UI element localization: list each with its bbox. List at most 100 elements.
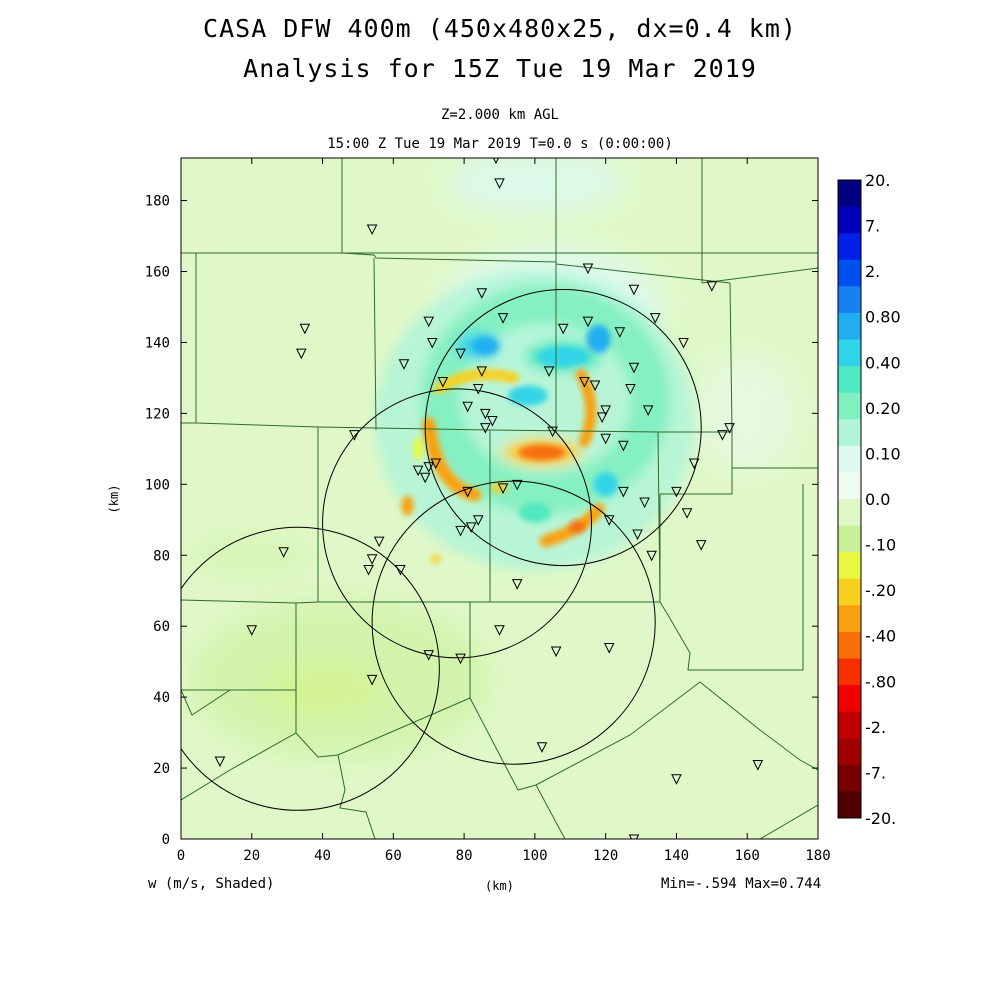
downdraft-south-core [568,519,587,534]
station-marker [596,412,608,424]
station-marker [600,405,611,416]
station-marker [649,313,661,324]
x-axis-label: (km) [485,879,514,893]
y-tick-label: 160 [145,265,170,281]
field-mid-scale [374,270,695,571]
station-marker [589,380,601,392]
colorbar-swatch [838,499,861,527]
station-marker [455,348,466,360]
x-tick-label: 160 [735,848,760,864]
colorbar-swatch [838,711,861,739]
station-marker [582,263,594,275]
x-tick-label: 80 [456,848,473,864]
station-marker [246,625,258,636]
downdraft-sw-spot [430,554,441,563]
station-marker [366,674,378,686]
station-marker [603,642,615,654]
colorbar-swatch [838,472,861,500]
county-boundaries [181,158,818,839]
station-marker [547,426,558,438]
colorbar-swatch [838,525,861,553]
colorbar-swatch [838,791,861,819]
station-marker [366,224,378,236]
y-tick-label: 20 [153,761,170,777]
downdraft-east-arc [575,368,597,448]
station-marker [639,497,650,509]
chart-title-line1: CASA DFW 400m (450x480x25, dx=0.4 km) [203,14,797,43]
colorbar-swatch [838,631,861,659]
station-marker [419,472,431,484]
level-subtitle: Z=2.000 km AGL [440,107,559,123]
y-tick-label: 0 [162,832,170,848]
colorbar-swatch [838,445,861,473]
radar-ring-3 [371,480,656,765]
colorbar-label: 0.10 [865,444,901,463]
radar-ring-4 [181,526,440,811]
updraft-nw-core [472,336,499,355]
colorbar-label: 2. [865,262,880,281]
station-marker [472,515,484,526]
station-marker [476,288,488,299]
station-marker [412,465,424,477]
weak-downdraft-west [413,436,424,461]
colorbar-label: -.40 [865,627,896,646]
station-marker [430,458,442,470]
w-field-shading [190,158,798,760]
x-tick-label: 60 [385,848,402,864]
station-marker [366,554,378,565]
station-marker [455,653,466,665]
colorbar-label: 0.20 [865,399,901,418]
colorbar-swatch [838,233,861,261]
station-marker [511,479,523,491]
station-marker [550,646,562,658]
station-marker [600,433,611,445]
station-marker [543,366,555,377]
radar-ring-1 [424,289,702,567]
colorbar-swatch [838,312,861,340]
downdraft-center-core [517,444,566,461]
colorbar-label: -.80 [865,672,896,691]
station-marker [628,362,640,374]
station-marker [373,536,385,548]
colorbar-swatch [838,392,861,420]
colorbar-swatch [838,658,861,686]
station-marker [363,564,374,576]
y-tick-label: 60 [153,619,170,635]
y-tick-label: 120 [145,406,170,422]
station-marker [296,348,307,360]
station-marker [426,337,438,349]
station-marker [582,316,594,328]
station-marker [681,508,693,519]
station-marker [752,760,764,771]
colorbar-label: 0.80 [865,308,901,327]
updraft-north-core [537,346,590,367]
x-tick-label: 120 [593,848,618,864]
y-axis-label: (km) [107,485,121,514]
station-marker [642,405,654,416]
station-marker [480,423,491,434]
downdraft-inner-spot [491,482,508,493]
ring-band [420,284,671,515]
station-marker [603,515,615,526]
radar-ring-2 [322,388,593,659]
colorbar-swatch [838,605,861,633]
station-marker [625,384,636,395]
y-tick-label: 140 [145,335,170,351]
colorbar-swatch [838,286,861,314]
station-marker [480,408,491,420]
station-marker [618,440,629,452]
station-marker [618,486,629,498]
station-marker [476,366,488,377]
downdraft-west-arc [422,417,482,502]
colorbar-label: 0.0 [865,490,890,509]
colorbar-swatch [838,578,861,606]
colorbar-swatch [838,259,861,287]
colorbar-swatch [838,738,861,766]
broad-east [697,353,798,474]
plot-area [181,158,818,839]
y-tick-label: 180 [145,194,170,210]
x-tick-label: 40 [314,848,331,864]
station-marker [349,430,360,441]
station-marker [717,430,728,441]
colorbar-swatch [838,764,861,792]
